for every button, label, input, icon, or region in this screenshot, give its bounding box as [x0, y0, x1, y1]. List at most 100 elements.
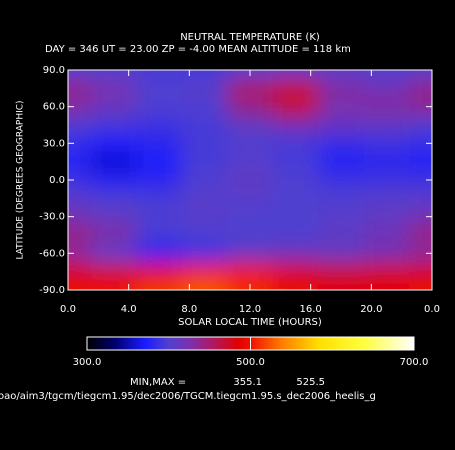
max-value: 525.5 [296, 377, 325, 388]
heat-cell [68, 170, 92, 190]
heat-cell [181, 134, 228, 153]
heat-cell [90, 134, 137, 153]
heat-cell [318, 262, 365, 282]
x-tick-label: 12.0 [239, 304, 261, 315]
heat-cell [136, 280, 183, 290]
heat-cell [68, 134, 92, 153]
y-tick-label: 0.0 [49, 175, 65, 186]
heat-cell [90, 70, 137, 80]
heat-cell [272, 225, 319, 245]
heat-cell [409, 97, 432, 117]
heat-cell [409, 280, 432, 290]
heat-cell [272, 97, 319, 117]
heat-cell [68, 152, 92, 172]
colorbar-tick-label: 300.0 [73, 357, 102, 368]
heat-cell [409, 170, 432, 190]
heat-cell [68, 244, 92, 263]
heat-cell [227, 97, 274, 117]
heat-cell [363, 134, 410, 153]
heat-cell [181, 152, 228, 172]
heat-cell [227, 152, 274, 172]
heat-cell [136, 97, 183, 117]
heat-cell [363, 152, 410, 172]
heat-cell [318, 70, 365, 80]
heat-cell [363, 207, 410, 227]
heat-cell [363, 244, 410, 263]
heat-cell [227, 79, 274, 98]
heat-cell [90, 170, 137, 190]
heat-cell [181, 115, 228, 135]
heat-cell [409, 134, 432, 153]
heat-cell [90, 244, 137, 263]
heat-cell [272, 280, 319, 290]
heat-cell [318, 170, 365, 190]
heat-cell [272, 70, 319, 80]
colorbar-tick-label: 500.0 [236, 357, 265, 368]
x-tick-label: 0.0 [60, 304, 76, 315]
heat-cell [363, 225, 410, 245]
heat-cell [90, 79, 137, 98]
heat-cell [90, 207, 137, 227]
heat-cell [272, 207, 319, 227]
heat-cell [363, 97, 410, 117]
heat-cell [227, 170, 274, 190]
heat-cell [90, 189, 137, 208]
heat-cell [136, 262, 183, 282]
heat-cell [318, 79, 365, 98]
heat-cell [318, 152, 365, 172]
heat-cell [272, 189, 319, 208]
heat-cell [272, 152, 319, 172]
heat-cell [68, 79, 92, 98]
y-tick-label: 30.0 [43, 138, 65, 149]
x-tick-label: 4.0 [121, 304, 137, 315]
heat-cell [136, 189, 183, 208]
heat-cell [136, 115, 183, 135]
y-tick-label: 90.0 [43, 65, 65, 76]
y-tick-label: -90.0 [39, 285, 65, 296]
heat-cell [227, 225, 274, 245]
chart-subtitle: DAY = 346 UT = 23.00 ZP = -4.00 MEAN ALT… [45, 44, 351, 55]
heat-cell [136, 79, 183, 98]
heat-cell [136, 152, 183, 172]
heat-cell [90, 115, 137, 135]
min-value: 355.1 [233, 377, 262, 388]
heat-cell [90, 152, 137, 172]
plot-area [68, 70, 432, 290]
heat-cell [136, 244, 183, 263]
x-tick-label: 0.0 [424, 304, 440, 315]
heat-cell [68, 280, 92, 290]
heat-cell [272, 134, 319, 153]
heat-cell [181, 244, 228, 263]
heat-cell [181, 97, 228, 117]
x-tick-label: 16.0 [300, 304, 322, 315]
heat-cell [181, 262, 228, 282]
heat-cell [318, 207, 365, 227]
heat-cell [318, 189, 365, 208]
y-tick-label: -60.0 [39, 248, 65, 259]
heat-cell [181, 225, 228, 245]
heat-cell [409, 189, 432, 208]
heat-cell [181, 170, 228, 190]
min-max-label: MIN,MAX = [130, 377, 186, 388]
heat-cell [68, 262, 92, 282]
heat-cell [363, 280, 410, 290]
heat-cell [136, 70, 183, 80]
heat-cell [318, 115, 365, 135]
heat-cell [90, 225, 137, 245]
x-axis-label: SOLAR LOCAL TIME (HOURS) [178, 317, 322, 328]
heat-cell [409, 70, 432, 80]
y-tick-label: -30.0 [39, 212, 65, 223]
heatmap [68, 70, 432, 290]
heat-cell [409, 262, 432, 282]
heat-cell [363, 70, 410, 80]
heat-cell [363, 189, 410, 208]
heat-cell [227, 189, 274, 208]
heat-cell [181, 79, 228, 98]
heat-cell [90, 97, 137, 117]
x-tick-label: 20.0 [360, 304, 382, 315]
heat-cell [227, 262, 274, 282]
heat-cell [68, 70, 92, 80]
heat-cell [409, 207, 432, 227]
colorbar-tick-label: 700.0 [400, 357, 429, 368]
